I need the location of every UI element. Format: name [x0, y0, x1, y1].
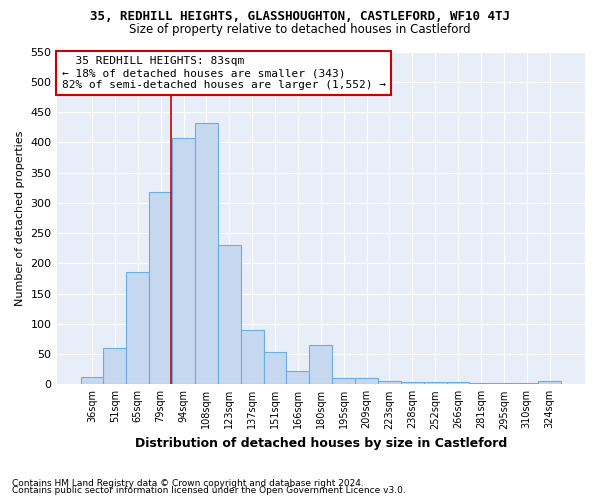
Bar [446, 382, 469, 384]
Bar [286, 371, 310, 384]
Bar [172, 138, 195, 384]
Bar [103, 348, 127, 385]
Text: 35 REDHILL HEIGHTS: 83sqm
← 18% of detached houses are smaller (343)
82% of semi: 35 REDHILL HEIGHTS: 83sqm ← 18% of detac… [62, 56, 386, 90]
Text: Size of property relative to detached houses in Castleford: Size of property relative to detached ho… [129, 22, 471, 36]
Y-axis label: Number of detached properties: Number of detached properties [15, 130, 25, 306]
Bar [493, 383, 515, 384]
Bar [355, 378, 378, 384]
Bar [127, 272, 149, 384]
Text: 35, REDHILL HEIGHTS, GLASSHOUGHTON, CASTLEFORD, WF10 4TJ: 35, REDHILL HEIGHTS, GLASSHOUGHTON, CAST… [90, 10, 510, 23]
Bar [195, 123, 218, 384]
Bar [332, 378, 355, 384]
Text: Contains public sector information licensed under the Open Government Licence v3: Contains public sector information licen… [12, 486, 406, 495]
Text: Contains HM Land Registry data © Crown copyright and database right 2024.: Contains HM Land Registry data © Crown c… [12, 478, 364, 488]
Bar [149, 192, 172, 384]
Bar [263, 352, 286, 384]
Bar [378, 382, 401, 384]
Bar [218, 245, 241, 384]
Bar [538, 382, 561, 384]
X-axis label: Distribution of detached houses by size in Castleford: Distribution of detached houses by size … [134, 437, 507, 450]
Bar [310, 345, 332, 385]
Bar [241, 330, 263, 384]
Bar [469, 383, 493, 384]
Bar [80, 377, 103, 384]
Bar [515, 383, 538, 384]
Bar [424, 382, 446, 384]
Bar [401, 382, 424, 384]
